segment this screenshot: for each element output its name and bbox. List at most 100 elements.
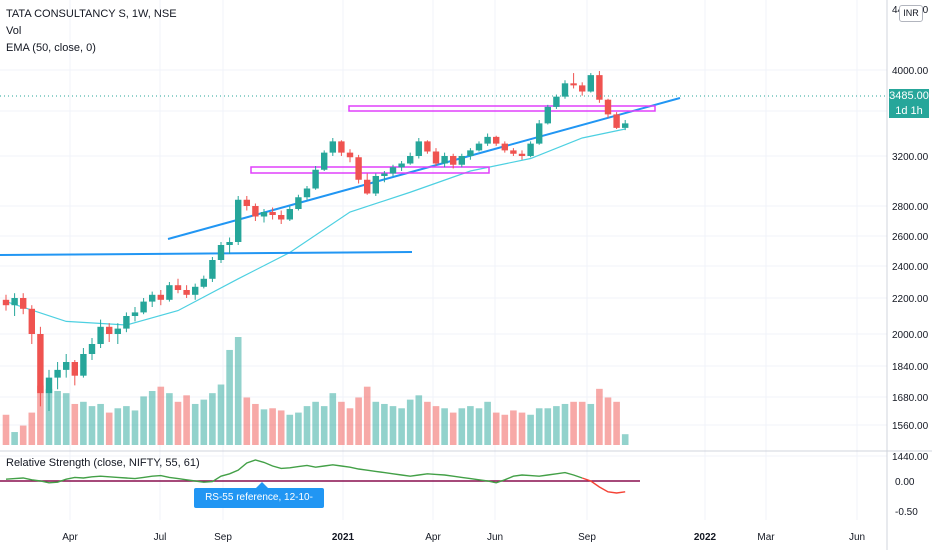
candle-body [192,286,199,295]
volume-bar [183,395,190,445]
ema-legend: EMA (50, close, 0) [6,42,96,54]
volume-bar [2,414,10,445]
candle-body [346,152,354,158]
ema-50-line [5,128,626,326]
volume-bar [54,391,61,445]
candle-body [2,299,10,306]
candle-body [114,328,121,334]
chart-title: TATA CONSULTANCY S, 1W, NSE [6,8,177,20]
candle-body [467,150,474,156]
candle-body [622,123,629,128]
last-price-tag: 3485.00 [889,89,929,104]
rs-line [5,459,583,484]
candle-body [260,212,268,217]
candle-body [226,242,233,245]
candle-body [157,294,164,300]
rs-reference-note: RS-55 reference, 12-10-2020 [194,482,324,523]
candle-body [312,169,319,189]
candle-body [518,153,526,156]
volume-bar [510,410,517,445]
candle-body [106,326,113,334]
candle-body [398,163,405,168]
candle-body [570,83,577,86]
candle-body [37,334,44,394]
volume-bar [62,393,70,445]
time-tick-label: Apr [62,532,78,543]
volume-bar [19,425,27,445]
volume-bar [578,401,586,445]
candle-body [303,188,311,198]
volume-bar [527,414,534,445]
candle-body [200,278,207,287]
volume-bar [295,412,302,445]
candle-body [63,362,70,370]
volume-bar [11,432,18,445]
candle-body [544,106,551,124]
volume-bar [604,397,612,445]
price-tick-label: 1440.00 [892,452,929,463]
volume-bar [544,408,552,445]
volume-bar [570,401,577,445]
time-tick-label: Jul [154,532,167,543]
candle-body [407,156,414,164]
volume-bar [45,388,53,445]
candle-body [587,75,594,92]
candle-body [450,156,457,165]
rs-legend: Relative Strength (close, NIFTY, 55, 61) [6,457,200,469]
volume-bar [286,414,294,445]
volume-bar [329,393,337,445]
price-tick-label: 2600.00 [892,232,929,243]
time-axis[interactable]: Apr Jul Sep 2021 Apr Jun Sep 2022 Mar Jun [62,532,865,543]
candle-body [28,308,35,334]
currency-badge[interactable]: INR [899,5,923,22]
candlesticks [2,71,629,411]
candle-body [11,298,18,306]
candle-body [458,156,465,165]
volume-bar [37,385,44,445]
candle-body [604,99,612,115]
price-tick-label: 2400.00 [892,262,929,273]
price-tick-label: 1840.00 [892,362,929,373]
price-tick-label: 2200.00 [892,294,929,305]
candle-body [372,176,379,194]
volume-bar [157,386,165,445]
volume-bar [191,403,199,445]
volume-bar [424,401,431,445]
rs-line-negative [581,477,626,494]
horizontal-support-line [0,251,413,256]
candle-body [536,123,543,144]
candle-body [209,260,216,279]
resistance-zone-1 [250,166,490,174]
candle-body [381,173,388,176]
volume-bar [561,403,569,445]
volume-bar [269,408,276,445]
volume-bar [338,401,345,445]
ema-line [5,128,626,326]
time-tick-label: 2022 [694,532,717,543]
volume-bar [131,410,139,445]
volume-bar [415,395,423,445]
candle-body [97,326,104,344]
volume-bar [587,403,595,445]
candle-body [20,298,27,309]
volume-bar [449,412,457,445]
volume-bar [320,406,328,445]
volume-bar [467,406,474,445]
candle-body [174,285,182,290]
candle-body [432,151,440,164]
candle-body [278,215,285,220]
volume-bar [148,391,156,445]
time-tick-label: Apr [425,532,441,543]
volume-bar [363,386,371,445]
time-tick-label: Mar [757,532,775,543]
volume-bar [501,414,509,445]
candle-body [80,354,87,376]
volume-bar [432,406,440,445]
volume-bar [553,406,560,445]
candle-body [561,83,569,97]
candle-body [389,167,397,174]
candle-body [252,206,259,217]
volume-bar [312,401,319,445]
candle-body [510,150,517,154]
